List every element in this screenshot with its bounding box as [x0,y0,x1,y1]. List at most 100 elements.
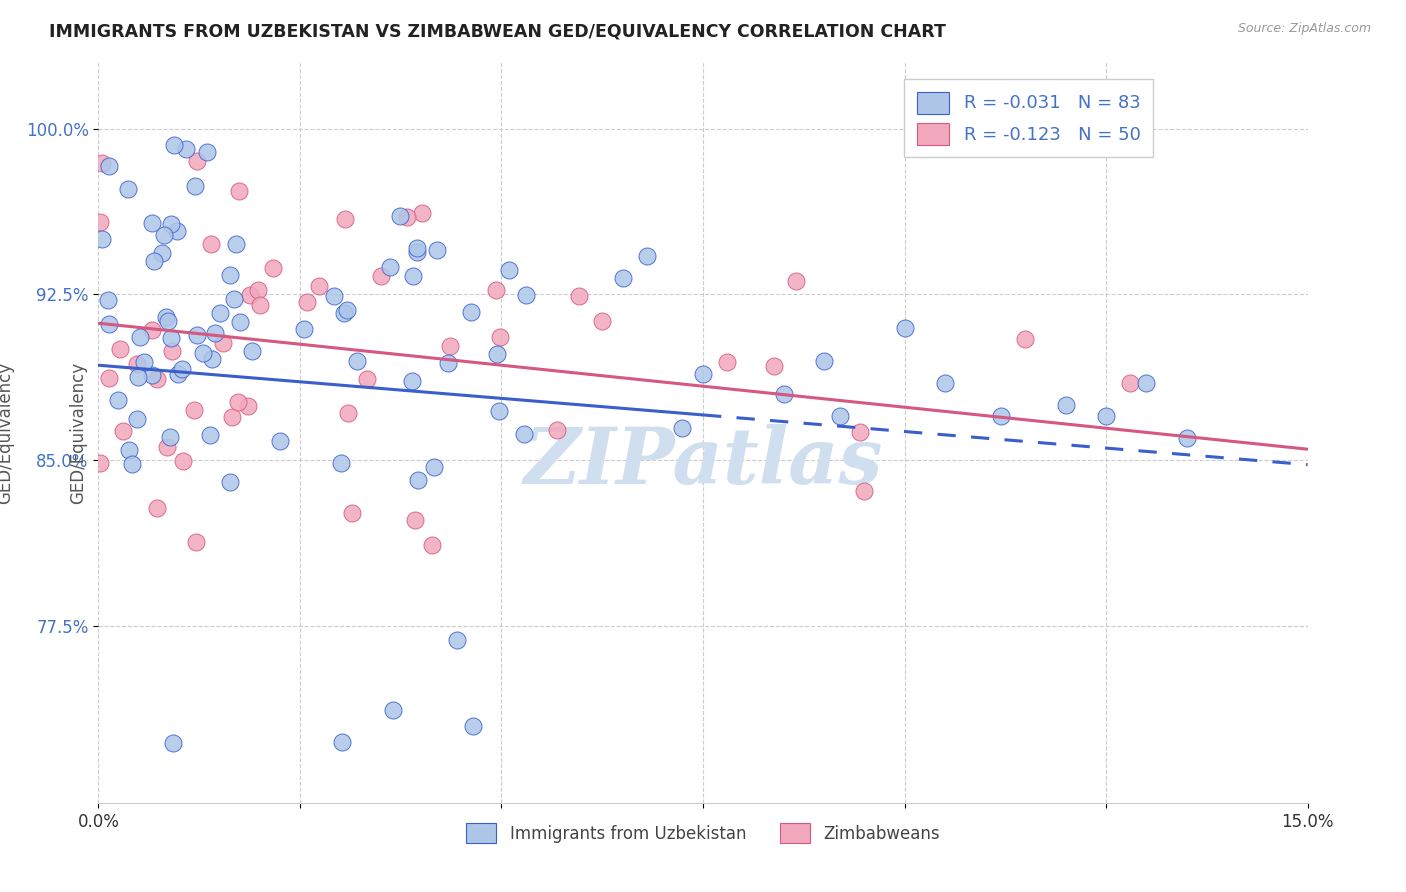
Point [404,513,426,527]
Point [423,459,446,474]
Point [118,443,141,458]
Point [211,336,233,351]
Point [91,156,114,170]
Point [1119,376,1142,390]
Point [1014,332,1036,346]
Point [1095,409,1118,423]
Point [1175,431,1198,445]
Point [186,153,208,168]
Point [330,456,353,470]
Point [426,243,449,257]
Point [97,159,120,173]
Point [330,734,353,748]
Point [546,423,568,437]
Point [813,353,835,368]
Point [162,344,184,359]
Text: Source: ZipAtlas.com: Source: ZipAtlas.com [1237,22,1371,36]
Point [129,330,152,344]
Point [163,138,186,153]
Point [236,399,259,413]
Point [239,288,262,302]
Point [513,426,536,441]
Point [249,298,271,312]
Point [89,456,111,470]
Point [170,362,193,376]
Point [406,241,429,255]
Point [222,292,245,306]
Point [439,339,461,353]
Point [762,359,785,373]
Point [498,263,520,277]
Point [716,355,738,369]
Point [488,403,510,417]
Point [337,407,360,421]
Point [97,293,120,307]
Point [107,393,129,408]
Point [121,457,143,471]
Point [162,736,184,750]
Point [671,420,693,434]
Point [828,409,851,423]
Point [141,323,163,337]
Point [98,317,121,331]
Text: ZIPatlas: ZIPatlas [523,424,883,500]
Point [132,355,155,369]
Point [308,278,330,293]
Point [183,403,205,417]
Point [370,269,392,284]
Point [591,313,613,327]
Point [127,357,149,371]
Point [446,633,468,648]
Point [356,372,378,386]
Point [229,315,252,329]
Y-axis label: GED/Equivalency: GED/Equivalency [0,361,14,504]
Point [141,368,163,382]
Point [346,354,368,368]
Point [208,306,231,320]
Point [411,205,433,219]
Point [333,306,356,320]
Point [853,484,876,499]
Point [195,145,218,160]
Point [174,142,197,156]
Point [460,305,482,319]
Point [395,210,418,224]
Point [145,372,167,386]
Point [1054,398,1077,412]
Point [172,454,194,468]
Point [221,410,243,425]
Point [297,295,319,310]
Point [322,289,344,303]
Point [198,427,221,442]
Point [486,346,509,360]
Point [437,356,460,370]
Point [166,224,188,238]
Point [228,184,250,198]
Point [380,260,402,275]
Point [219,475,242,489]
Point [420,538,443,552]
Point [388,209,411,223]
Point [772,387,794,401]
Point [219,268,242,283]
Point [127,370,149,384]
Point [893,320,915,334]
Point [141,216,163,230]
Point [402,269,425,284]
Point [340,506,363,520]
Point [155,310,177,325]
Point [160,331,183,345]
Text: IMMIGRANTS FROM UZBEKISTAN VS ZIMBABWEAN GED/EQUIVALENCY CORRELATION CHART: IMMIGRANTS FROM UZBEKISTAN VS ZIMBABWEAN… [49,22,946,40]
Point [401,375,423,389]
Point [156,440,179,454]
Legend: Immigrants from Uzbekistan, Zimbabweans: Immigrants from Uzbekistan, Zimbabweans [460,816,946,850]
Point [204,326,226,341]
Point [225,236,247,251]
Point [200,352,222,367]
Point [1135,376,1157,390]
Point [156,314,179,328]
Point [186,327,208,342]
Point [117,181,139,195]
Point [990,409,1012,423]
Point [692,367,714,381]
